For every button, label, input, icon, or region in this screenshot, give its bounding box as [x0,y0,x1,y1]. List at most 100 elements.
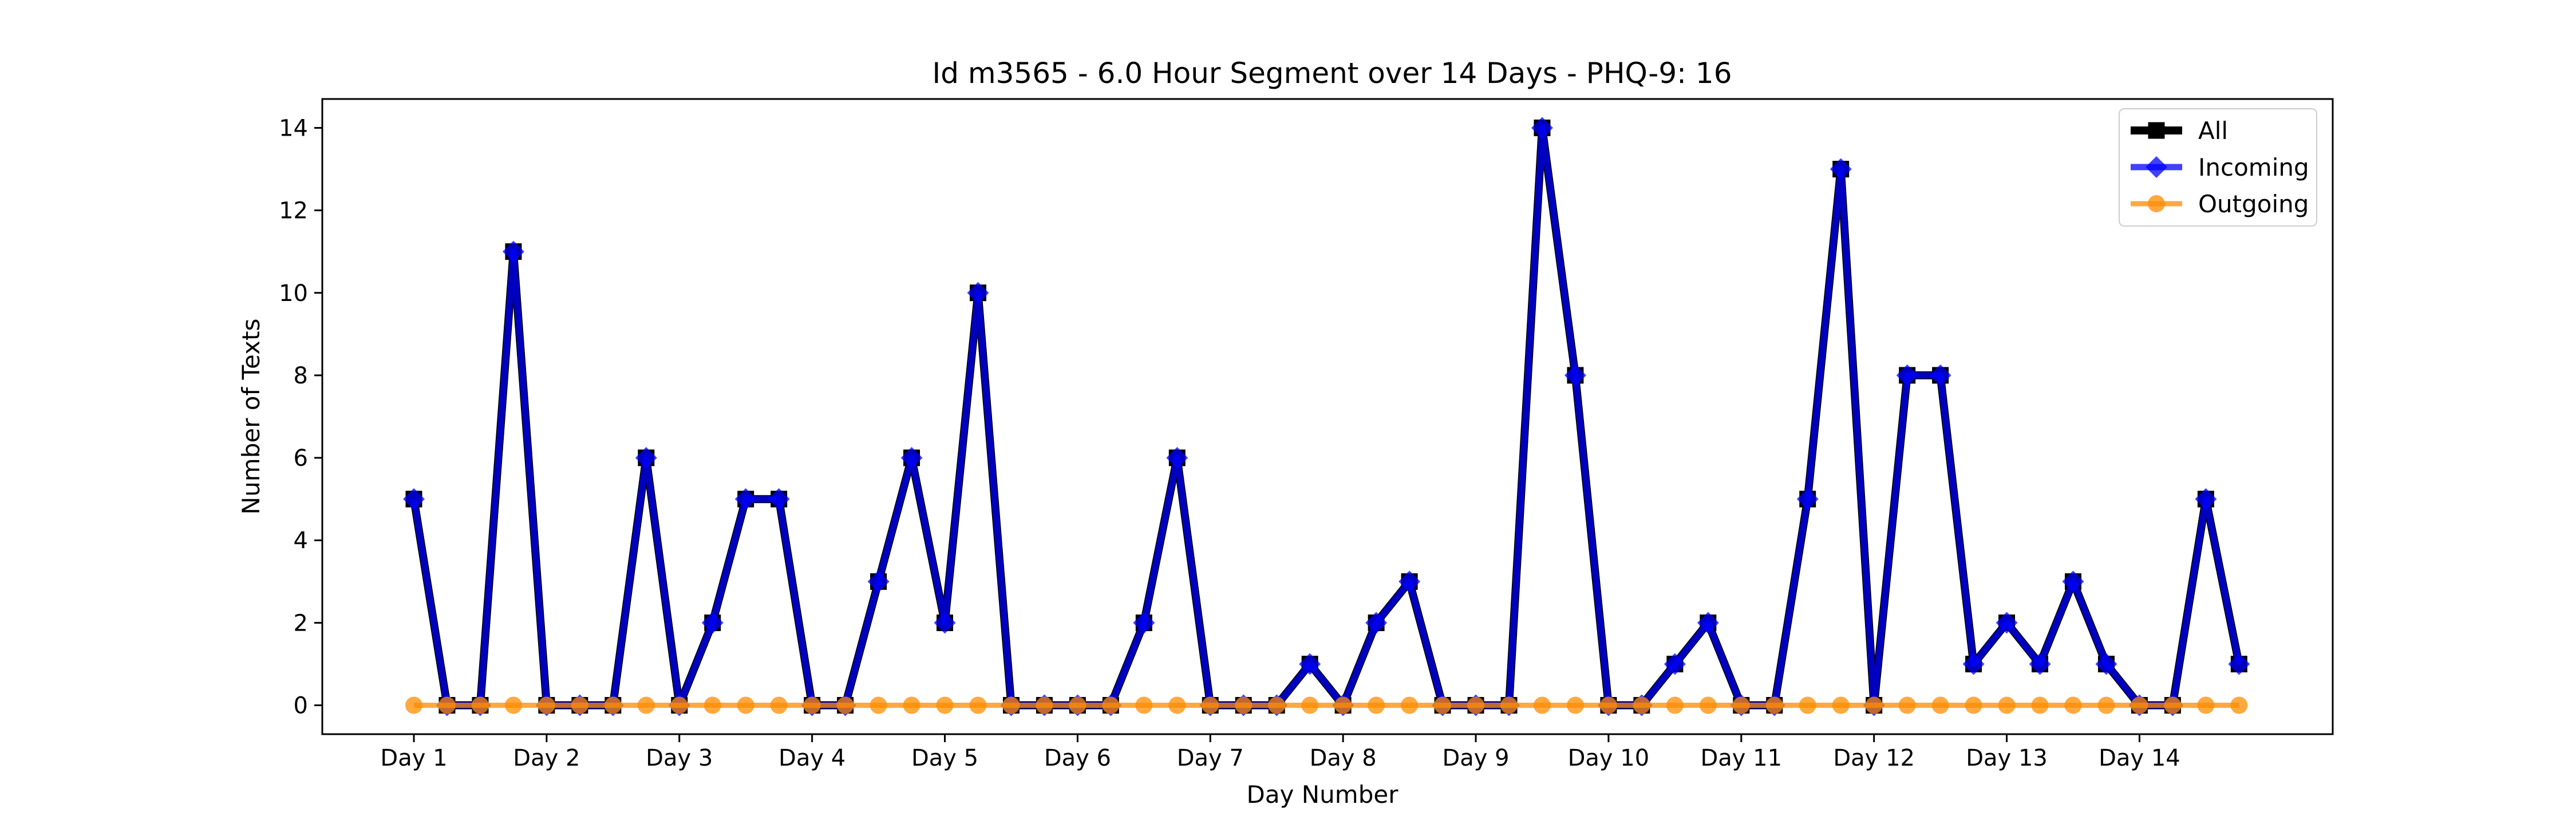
data-point-incoming [1664,653,1686,675]
series-line-incoming [410,125,2242,708]
data-point-outgoing [1931,696,1949,714]
x-tick-label: Day 1 [380,745,447,771]
data-point-outgoing [1235,696,1253,714]
data-point-outgoing [504,696,522,714]
data-point-incoming [934,612,956,634]
data-point-outgoing [803,696,821,714]
data-point-incoming [734,488,757,510]
data-point-incoming [1962,653,1985,675]
data-point-outgoing [1368,696,1385,714]
data-point-incoming [2029,653,2051,675]
data-point-incoming [967,282,989,304]
data-point-incoming [1564,364,1586,386]
legend-label: Incoming [2198,153,2309,181]
y-tick-label: 8 [294,363,308,389]
x-axis-label: Day Number [1246,781,1398,809]
x-tick-label: Day 13 [1966,745,2048,771]
data-point-outgoing [2230,696,2248,714]
data-point-outgoing [2197,696,2215,714]
data-point-outgoing [704,696,721,714]
data-point-incoming [635,447,657,469]
x-tick-label: Day 7 [1177,745,1244,771]
data-point-outgoing [1865,696,1883,714]
data-point-outgoing [1268,696,1286,714]
data-point-incoming [1365,612,1388,634]
y-tick-label: 12 [279,198,308,224]
x-tick-label: Day 9 [1442,745,1509,771]
data-point-outgoing [1633,696,1650,714]
data-point-outgoing [604,696,622,714]
data-point-outgoing [1965,696,1982,714]
plot-area-frame [321,98,2334,735]
x-tick-label: Day 8 [1310,745,1377,771]
data-point-outgoing [1168,696,1186,714]
data-point-outgoing [1699,696,1717,714]
data-point-outgoing [1599,696,1617,714]
data-point-outgoing [737,696,754,714]
x-tick-label: Day 14 [2099,745,2180,771]
data-point-incoming [502,240,524,263]
data-point-outgoing [1334,696,1352,714]
data-point-outgoing [1036,696,1053,714]
data-point-outgoing [1434,696,1452,714]
data-point-outgoing [2131,696,2148,714]
data-point-outgoing [1102,696,1120,714]
data-point-outgoing [1135,696,1153,714]
legend: All Incoming Outgoing [2119,108,2317,227]
data-point-outgoing [1401,696,1419,714]
data-point-outgoing [538,696,555,714]
data-point-outgoing [1666,696,1684,714]
data-point-outgoing [1202,696,1219,714]
x-tick-label: Day 3 [646,745,713,771]
data-point-incoming [768,488,790,510]
data-point-outgoing [2064,696,2082,714]
data-point-incoming [1830,158,1852,180]
x-tick-label: Day 4 [779,745,846,771]
data-point-incoming [403,488,425,510]
data-point-outgoing [2164,696,2182,714]
data-point-outgoing [1533,696,1551,714]
data-point-incoming [900,447,923,469]
data-point-incoming [1133,612,1155,634]
data-point-outgoing [1732,696,1750,714]
data-point-incoming [1299,653,1321,675]
data-point-outgoing [1467,696,1485,714]
data-point-incoming [1531,117,1553,139]
data-point-incoming [1896,364,1918,386]
data-point-outgoing [2097,696,2115,714]
legend-label: All [2198,117,2228,145]
data-point-incoming [1929,364,1951,386]
legend-item-incoming: Incoming [2131,153,2309,181]
x-tick-label: Day 6 [1044,745,1111,771]
series-outgoing [405,696,2248,714]
y-tick-label: 4 [294,528,308,554]
x-tick-label: Day 10 [1568,745,1650,771]
data-point-outgoing [1799,696,1816,714]
data-point-outgoing [1069,696,1086,714]
data-point-outgoing [1832,696,1850,714]
data-point-outgoing [670,696,688,714]
legend-swatch-marker [2148,195,2165,212]
data-point-incoming [1697,612,1719,634]
y-tick-label: 10 [279,280,308,307]
data-point-incoming [2195,488,2217,510]
data-point-incoming [1398,571,1421,593]
y-tick-label: 14 [279,115,308,141]
y-axis: 0 2 4 6 8 10 12 14 [279,115,322,719]
data-point-outgoing [836,696,854,714]
data-point-outgoing [1566,696,1584,714]
legend-item-outgoing: Outgoing [2131,190,2309,218]
x-tick-label: Day 5 [911,745,978,771]
data-point-incoming [867,571,890,593]
chart-title: Id m3565 - 6.0 Hour Segment over 14 Days… [932,57,1732,90]
data-point-incoming [1166,447,1188,469]
data-point-outgoing [936,696,954,714]
data-point-incoming [701,612,724,634]
data-point-incoming [2062,571,2084,593]
legend-item-all: All [2131,117,2228,145]
data-point-outgoing [1998,696,2016,714]
y-axis-label: Number of Texts [237,319,265,515]
y-tick-label: 6 [294,445,308,472]
legend-swatch-marker [2146,156,2167,178]
